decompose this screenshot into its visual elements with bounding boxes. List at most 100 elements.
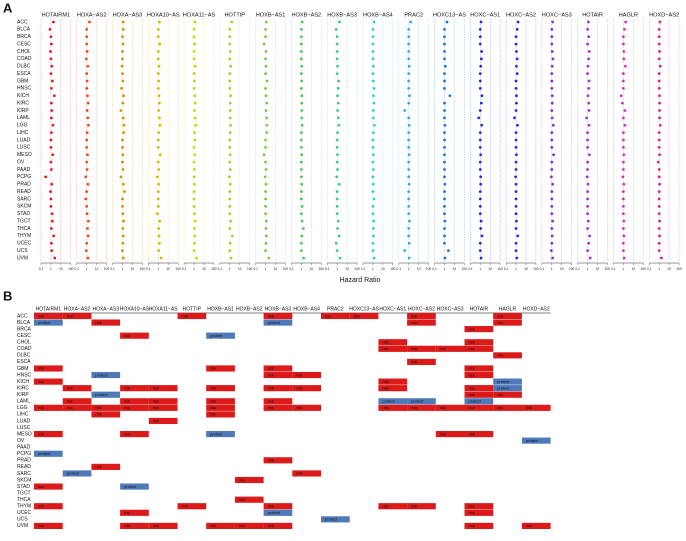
hr-point <box>50 219 54 223</box>
row-label: SKCM <box>17 477 31 483</box>
hr-point <box>586 72 589 76</box>
hr-point <box>658 50 661 53</box>
cell-label: protect <box>382 399 395 404</box>
hr-point <box>299 249 303 253</box>
cell-label: risk <box>440 431 446 436</box>
row-label: LIHC <box>17 412 29 418</box>
cell-label: risk <box>469 372 475 377</box>
panel-header: HOTAIRM1 <box>42 12 71 18</box>
hr-point <box>50 212 54 216</box>
cell-label: risk <box>268 399 274 404</box>
cell-label: risk <box>38 405 44 410</box>
hr-point <box>443 234 446 238</box>
cell-label: protect <box>411 399 424 404</box>
hr-point <box>371 138 375 142</box>
risk-cell <box>62 404 92 411</box>
hr-point <box>478 160 482 164</box>
cell-label: protect <box>210 333 223 338</box>
cell-label: risk <box>268 385 274 390</box>
risk-cell <box>464 503 494 510</box>
risk-cell <box>34 365 63 372</box>
hr-point <box>515 256 519 260</box>
column-header: HOXA−AS3 <box>92 306 119 312</box>
x-tick-label: 10 <box>166 267 170 271</box>
protect-cell <box>464 398 494 405</box>
cell-label: risk <box>296 372 302 377</box>
hr-point <box>658 109 661 112</box>
hr-point <box>228 101 232 105</box>
hr-point <box>228 131 232 135</box>
hr-point <box>371 182 375 186</box>
hr-point <box>299 86 303 90</box>
hr-point <box>228 109 232 112</box>
cell-label: protect <box>124 484 137 489</box>
row-label: THCA <box>17 497 31 503</box>
hr-point <box>409 20 413 24</box>
hr-point <box>514 168 518 171</box>
hr-point <box>657 145 661 149</box>
hr-point <box>299 35 303 39</box>
hr-point <box>265 101 269 105</box>
hr-point <box>657 27 661 31</box>
x-tick-label: 0.1 <box>325 267 330 271</box>
cell-label: risk <box>268 458 274 463</box>
hr-point <box>87 123 90 127</box>
hr-point <box>157 20 161 24</box>
cell-label: protect <box>497 379 510 384</box>
hr-point <box>550 160 554 164</box>
row-label: KIRC <box>17 100 29 106</box>
hr-point <box>622 182 626 186</box>
hr-point <box>623 64 627 68</box>
cell-label: risk <box>382 379 388 384</box>
risk-cell <box>206 411 235 418</box>
cell-label: risk <box>411 405 417 410</box>
hr-point <box>478 168 482 171</box>
hr-point <box>48 27 52 31</box>
hr-point <box>586 42 589 46</box>
cell-label: risk <box>469 523 475 528</box>
hr-point <box>371 50 375 53</box>
risk-cell <box>34 522 63 529</box>
hr-point <box>192 27 196 31</box>
hr-point <box>550 35 554 39</box>
hr-point <box>121 116 125 120</box>
hr-point <box>50 249 54 253</box>
hr-point <box>371 153 375 157</box>
row-label: UCS <box>17 517 28 523</box>
hr-point <box>478 42 482 46</box>
hr-point <box>264 86 267 90</box>
x-tick-label: 100 <box>247 267 253 271</box>
cell-label: risk <box>153 418 159 423</box>
risk-cell <box>234 476 264 484</box>
x-tick-label: 100 <box>211 267 217 271</box>
x-tick-label: 1 <box>336 267 338 271</box>
risk-cell <box>177 312 207 320</box>
hr-point <box>658 219 661 223</box>
hr-point <box>49 227 53 230</box>
hr-point <box>264 241 268 245</box>
hr-point <box>263 175 267 179</box>
hr-point <box>478 79 482 83</box>
hr-point <box>192 35 196 39</box>
cell-label: risk <box>268 504 274 509</box>
hr-point <box>443 35 446 39</box>
x-tick-label: 100 <box>569 267 575 271</box>
risk-cell <box>407 312 436 320</box>
hr-point <box>335 212 339 216</box>
hr-point <box>586 138 589 142</box>
hr-point <box>407 64 411 68</box>
hr-point <box>621 227 625 230</box>
risk-cell <box>148 385 178 392</box>
row-label: OV <box>17 438 25 444</box>
x-tick-label: 1 <box>408 267 410 271</box>
x-tick-label: 10 <box>381 267 385 271</box>
hr-point <box>550 241 554 245</box>
hr-point <box>264 35 267 39</box>
hr-point <box>192 145 196 149</box>
column-header: HOXC−AS1 <box>379 306 406 312</box>
cell-label: risk <box>210 366 216 371</box>
hr-point <box>443 109 446 112</box>
panel-header: HOXC−AS1 <box>470 12 500 18</box>
hr-point <box>407 101 411 105</box>
hr-point <box>550 64 554 68</box>
